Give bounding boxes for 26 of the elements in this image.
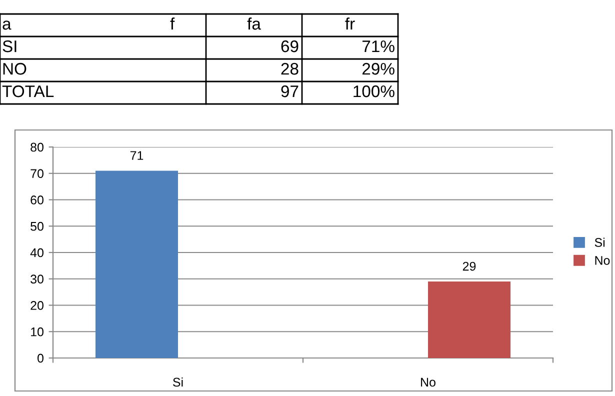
text: 100% [354,85,394,98]
text: 28 [281,62,298,75]
legend-label: No [595,256,610,265]
y-tick-label: 80 [30,142,44,152]
y-tick-label: 50 [30,222,44,231]
text: fr [345,18,355,30]
y-tick-label: 30 [30,274,44,284]
y-tick-label: 0 [38,354,44,363]
text: f [170,18,175,30]
text: 29% [362,62,394,75]
data-label: 71 [130,151,144,160]
text: 69 [281,40,298,52]
text: a [2,20,12,30]
y-tick-label: 20 [30,301,44,310]
y-tick-label: 70 [30,169,44,178]
text: NO [3,62,26,75]
legend-label: Si [594,238,605,247]
text: fa [247,18,261,30]
text: 71% [362,40,394,52]
y-tick-label: 60 [30,196,44,204]
y-tick-label: 10 [31,327,44,336]
text: SI [2,40,16,52]
y-tick-label: 40 [30,248,44,258]
data-label: 29 [462,262,476,271]
text: TOTAL [2,85,54,98]
text: 97 [281,85,298,98]
